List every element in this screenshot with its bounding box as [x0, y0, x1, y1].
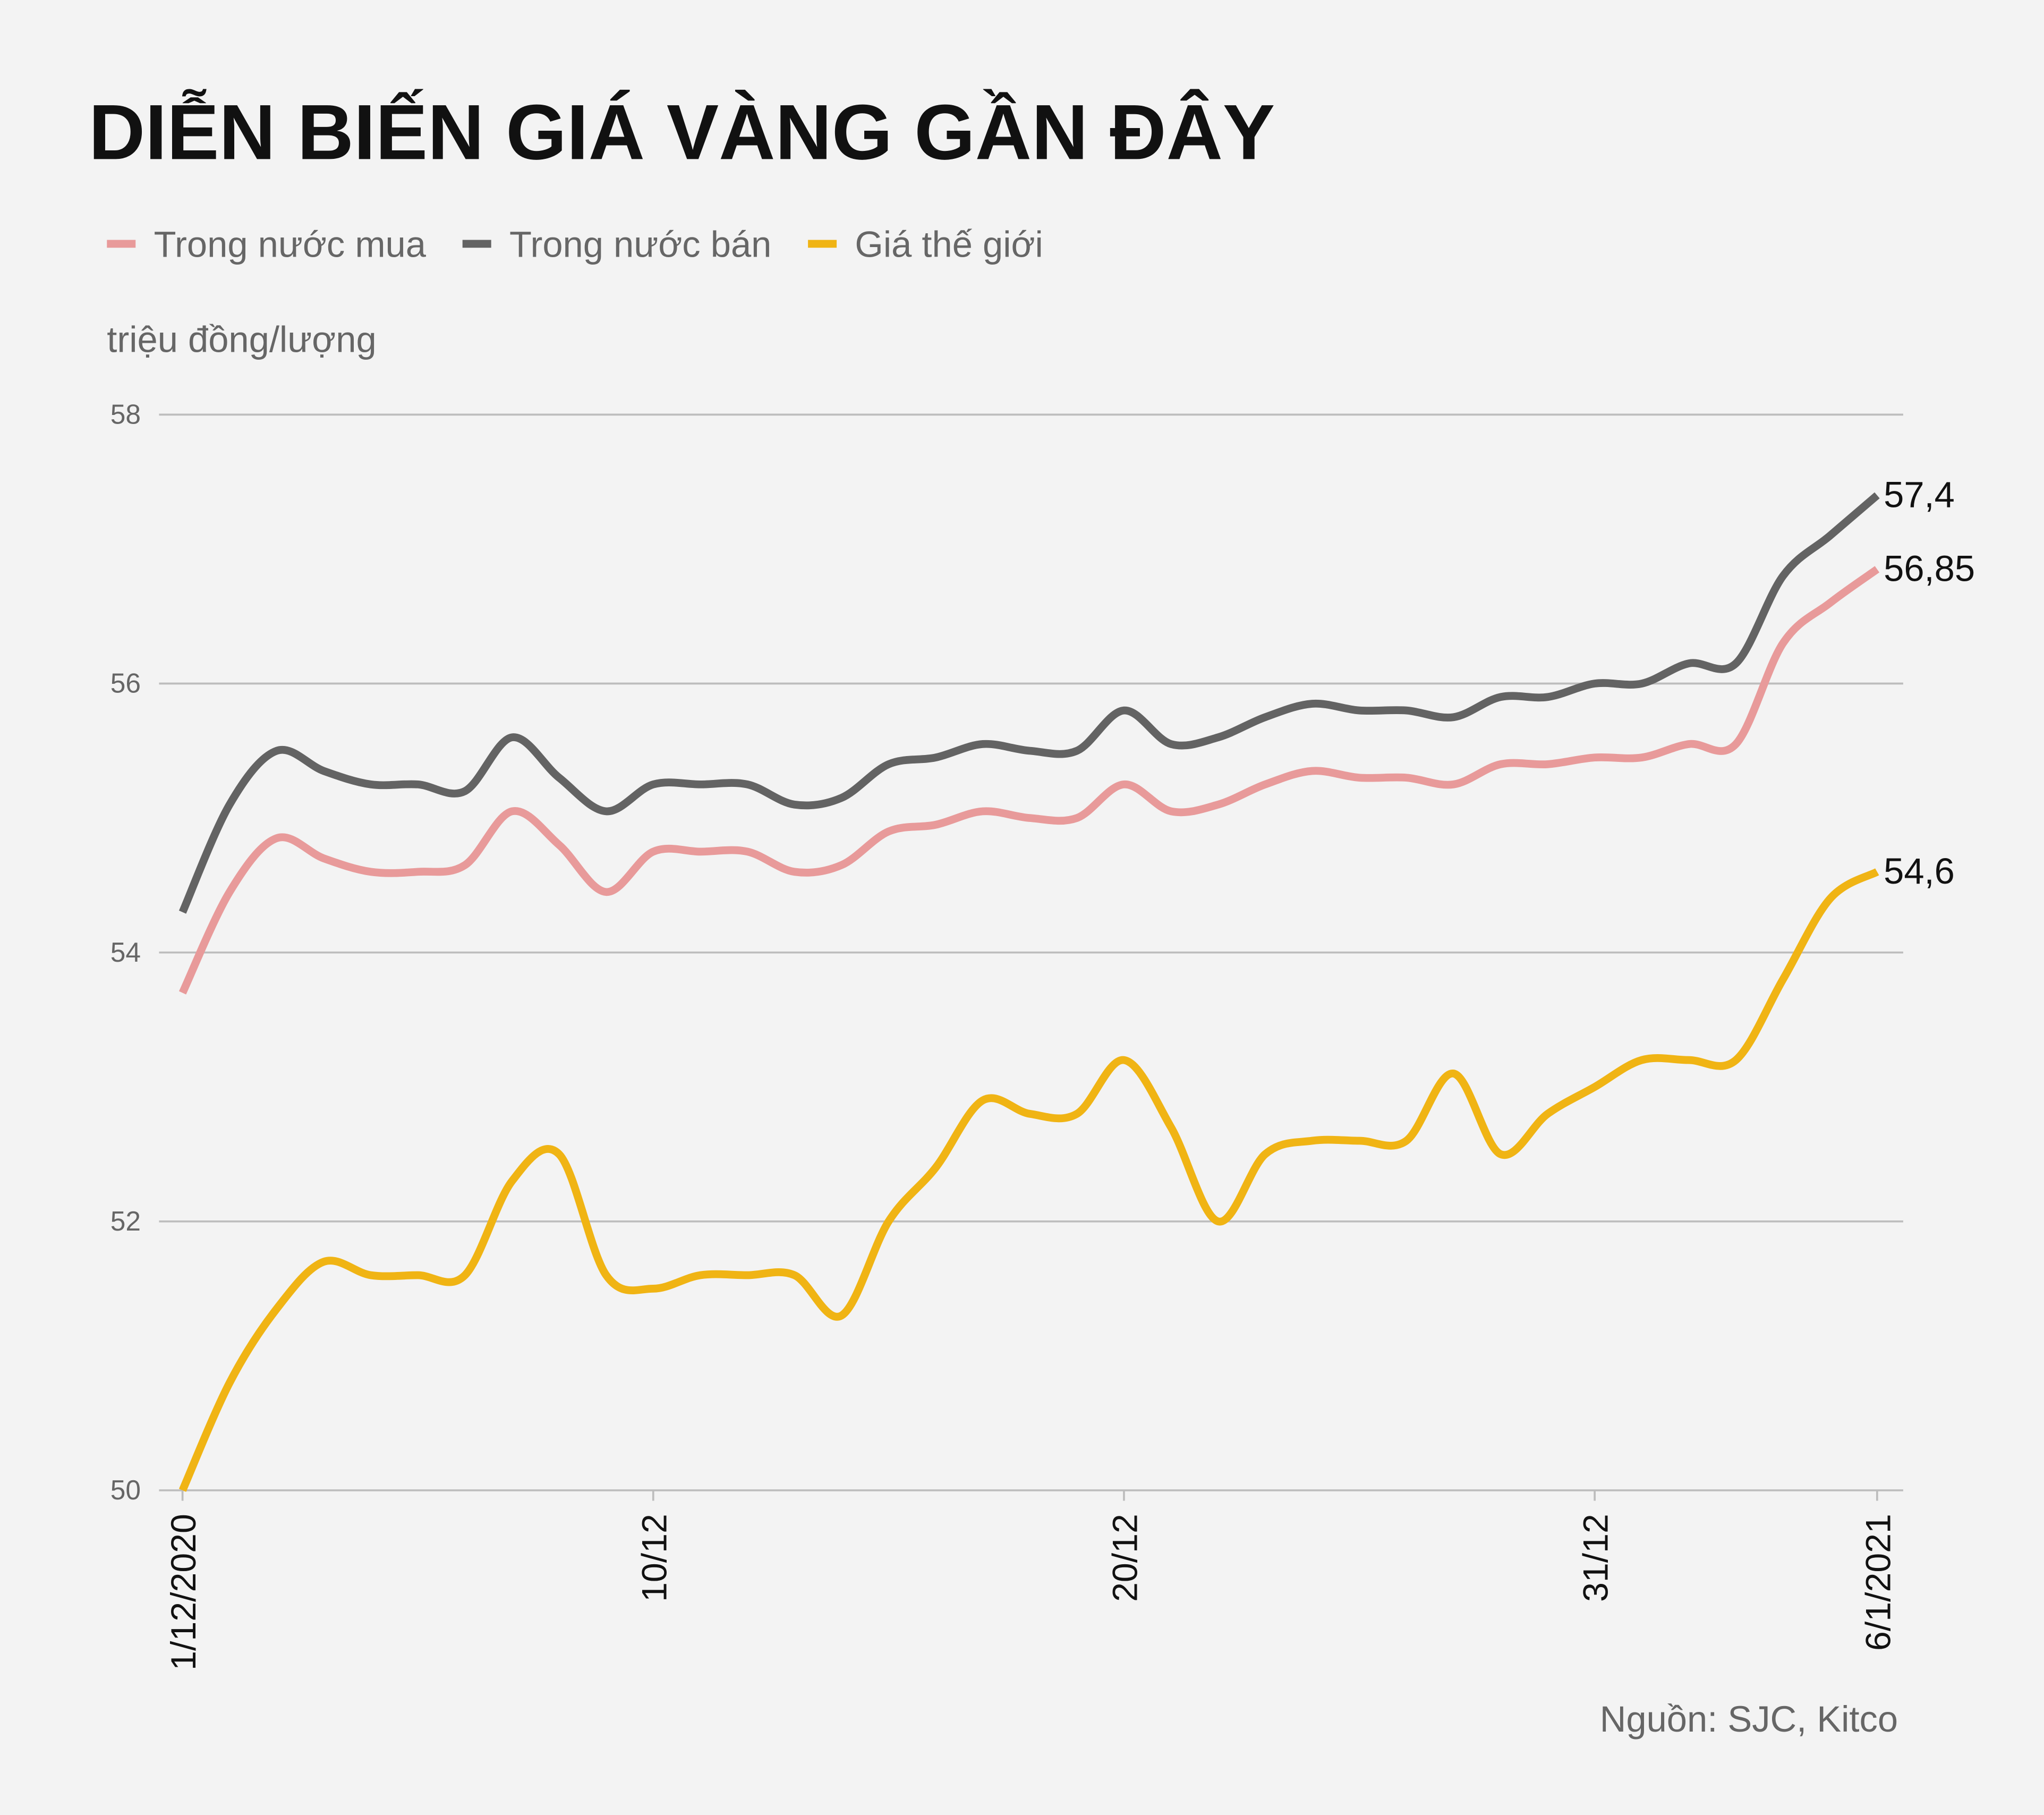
value-label: 56,85 [1884, 548, 1975, 589]
y-tick-label: 56 [110, 668, 141, 699]
chart-title: DIỄN BIẾN GIÁ VÀNG GẦN ĐÂY [89, 89, 1275, 176]
x-tick-label: 1/12/2020 [164, 1514, 203, 1670]
value-label: 57,4 [1884, 474, 1955, 515]
x-tick-label: 6/1/2021 [1859, 1514, 1898, 1651]
series-line [178, 868, 1879, 1492]
legend-label: Giá thế giới [855, 224, 1043, 265]
x-tick-label: 10/12 [635, 1514, 674, 1602]
y-tick-label: 52 [110, 1206, 141, 1236]
series-line [178, 492, 1880, 914]
x-tick-label: 20/12 [1105, 1514, 1145, 1602]
series-line [178, 566, 1880, 995]
y-axis-label: triệu đồng/lượng [107, 319, 376, 360]
legend-label: Trong nước mua [154, 224, 427, 265]
value-label: 54,6 [1884, 851, 1955, 892]
x-tick-label: 31/12 [1577, 1514, 1616, 1602]
legend-label: Trong nước bán [509, 224, 771, 265]
y-tick-label: 58 [110, 399, 141, 430]
source: Nguồn: SJC, Kitco [1600, 1699, 1898, 1740]
y-tick-label: 50 [110, 1474, 141, 1505]
y-tick-label: 54 [110, 937, 141, 968]
